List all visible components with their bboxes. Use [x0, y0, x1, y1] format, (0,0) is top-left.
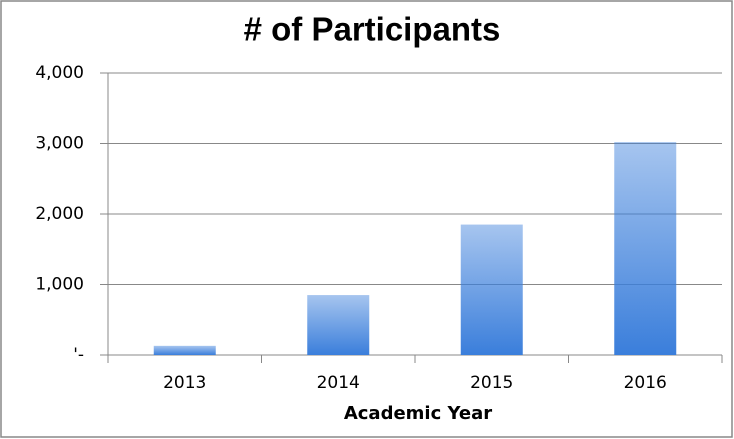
y-tick-label: 1,000	[35, 275, 84, 295]
x-tick-label: 2016	[624, 373, 667, 393]
bar	[460, 224, 523, 355]
bar	[153, 345, 216, 355]
x-tick-label: 2013	[163, 373, 206, 393]
y-tick-label: 3,000	[35, 134, 84, 154]
y-tick-label: '-	[73, 345, 84, 365]
bar	[614, 142, 677, 355]
x-axis-label: Academic Year	[344, 403, 492, 424]
chart-title: # of Participants	[244, 11, 501, 48]
x-tick-label: 2015	[470, 373, 513, 393]
y-tick-label: 4,000	[35, 63, 84, 83]
x-tick-label: 2014	[317, 373, 360, 393]
bar	[307, 295, 370, 355]
y-tick-label: 2,000	[35, 204, 84, 224]
